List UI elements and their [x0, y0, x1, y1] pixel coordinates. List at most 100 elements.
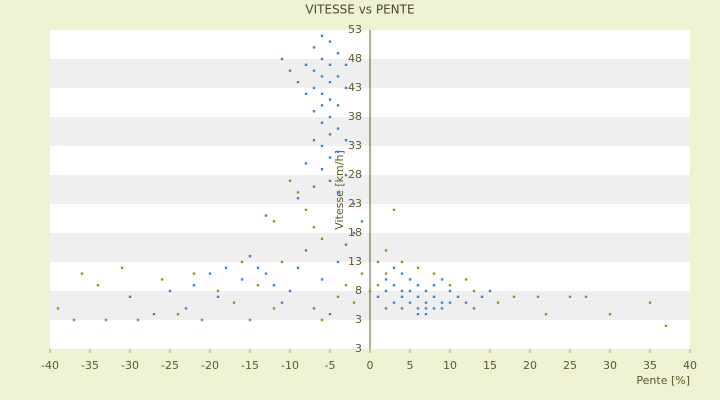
- point: [408, 278, 412, 281]
- point: [296, 81, 300, 84]
- y-tick-label: 3: [355, 342, 362, 355]
- point: [304, 249, 308, 252]
- point: [336, 150, 340, 153]
- point: [136, 318, 140, 322]
- point: [320, 318, 324, 322]
- y-axis-label: Vitesse [km/h]: [333, 150, 346, 230]
- point: [312, 185, 316, 188]
- point: [288, 69, 292, 72]
- point: [440, 278, 444, 281]
- point: [456, 295, 460, 298]
- point: [280, 301, 284, 304]
- point: [432, 307, 436, 310]
- point: [312, 307, 316, 310]
- x-tick-label: 10: [443, 359, 457, 372]
- point: [320, 237, 324, 240]
- point: [328, 63, 332, 66]
- x-tick-label: 30: [603, 359, 617, 372]
- y-tick-label: 53: [348, 23, 362, 36]
- point: [400, 307, 404, 310]
- point: [328, 115, 332, 119]
- point: [152, 313, 156, 316]
- point: [160, 278, 164, 281]
- point: [384, 289, 388, 293]
- point: [216, 289, 220, 293]
- point: [80, 272, 84, 275]
- point: [248, 255, 252, 258]
- point: [472, 289, 476, 293]
- point: [312, 86, 316, 90]
- point: [272, 307, 276, 310]
- point: [344, 139, 348, 142]
- point: [360, 272, 364, 275]
- point: [392, 284, 396, 287]
- point: [408, 301, 412, 304]
- point: [312, 226, 316, 229]
- y-tick-label: 28: [348, 168, 362, 181]
- point: [208, 272, 212, 275]
- point: [432, 272, 436, 275]
- point: [544, 313, 548, 316]
- point: [320, 75, 324, 78]
- point: [480, 295, 484, 298]
- point: [424, 289, 428, 293]
- point: [392, 301, 396, 304]
- point: [264, 214, 268, 217]
- point: [56, 307, 60, 310]
- point: [344, 284, 348, 287]
- y-tick-label: 43: [348, 81, 362, 94]
- point: [320, 121, 324, 124]
- chart-title: VITESSE vs PENTE: [305, 3, 414, 17]
- point: [336, 52, 340, 55]
- point: [496, 301, 500, 304]
- point: [432, 284, 436, 287]
- point: [304, 63, 308, 66]
- x-tick-label: -40: [41, 359, 59, 372]
- point: [200, 318, 204, 322]
- point: [384, 272, 388, 275]
- x-tick-label: -20: [201, 359, 219, 372]
- point: [416, 307, 420, 310]
- point: [352, 231, 356, 235]
- point: [464, 301, 468, 304]
- point: [288, 179, 292, 182]
- point: [336, 104, 340, 107]
- point: [440, 301, 444, 304]
- point: [416, 313, 420, 316]
- point: [104, 318, 108, 322]
- point: [248, 318, 252, 322]
- point: [216, 295, 220, 298]
- point: [304, 162, 308, 165]
- point: [120, 266, 124, 269]
- point: [280, 57, 284, 61]
- point: [448, 284, 452, 287]
- point: [312, 69, 316, 72]
- point: [464, 278, 468, 281]
- point: [312, 110, 316, 113]
- x-tick-label: -35: [81, 359, 99, 372]
- point: [400, 289, 404, 293]
- y-tick-label: 48: [348, 52, 362, 65]
- point: [72, 318, 76, 322]
- point: [320, 92, 324, 95]
- point: [336, 260, 340, 264]
- point: [400, 260, 404, 264]
- point: [472, 307, 476, 310]
- point: [344, 86, 348, 90]
- point: [416, 284, 420, 287]
- point: [240, 260, 244, 264]
- point: [648, 301, 652, 304]
- point: [336, 295, 340, 298]
- point: [384, 307, 388, 310]
- y-tick-label: 3: [355, 313, 362, 326]
- point: [440, 307, 444, 310]
- point: [352, 301, 356, 304]
- y-tick-label: 33: [348, 139, 362, 152]
- point: [304, 208, 308, 211]
- x-tick-label: -5: [325, 359, 336, 372]
- point: [296, 191, 300, 194]
- point: [176, 313, 180, 316]
- x-tick-label: -30: [121, 359, 139, 372]
- point: [264, 272, 268, 275]
- point: [272, 284, 276, 287]
